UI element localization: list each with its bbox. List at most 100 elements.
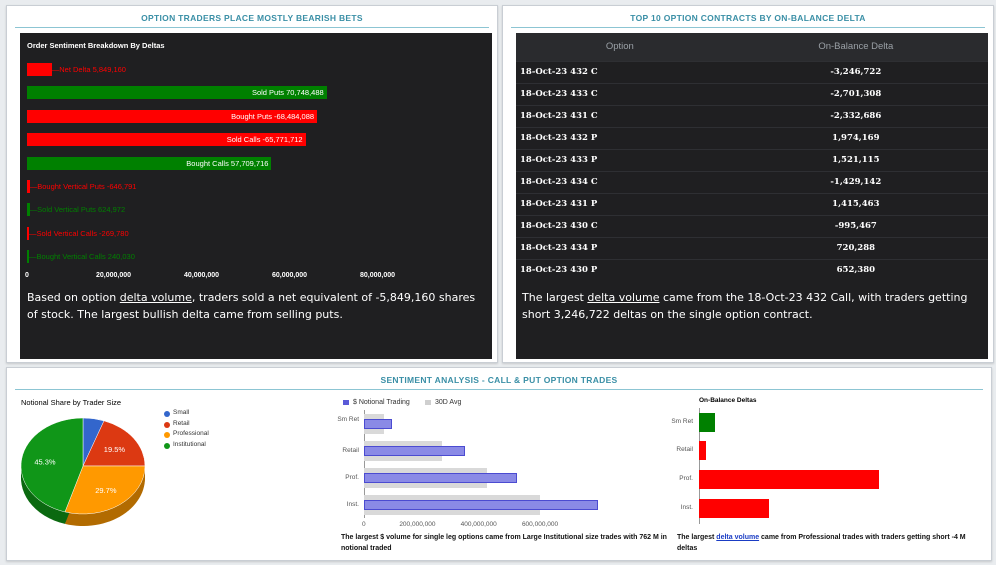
delta-bar-label: —Bought Vertical Calls 240,030	[29, 252, 135, 262]
pie-legend-swatch	[164, 421, 170, 428]
notional-y-axis	[364, 410, 365, 518]
pie-legend-swatch	[164, 432, 170, 438]
contracts-summary: The largest delta volume came from the 1…	[522, 289, 982, 323]
pie-slice[interactable]	[20, 417, 84, 513]
notional-summary: The largest $ volume for single leg opti…	[341, 534, 667, 552]
option-cell: 18-Oct-23 433 P	[516, 148, 724, 171]
notional-tick-label: 0	[362, 521, 366, 528]
obd-summary-post: came from Professional trades with trade…	[677, 534, 966, 552]
sentiment-analysis-panel: SENTIMENT ANALYSIS - CALL & PUT OPTION T…	[6, 367, 992, 561]
delta-bar	[27, 86, 327, 100]
avg-legend-swatch	[425, 400, 431, 405]
table-row[interactable]: 18-Oct-23 431 C -2,332,686	[516, 104, 988, 127]
delta-bar	[27, 226, 29, 240]
option-cell: 18-Oct-23 431 C	[516, 104, 724, 127]
contracts-table: Option On-Balance Delta 18-Oct-23 432 C-…	[516, 33, 988, 281]
table-row[interactable]: 18-Oct-23 431 P 1,415,463	[516, 192, 988, 215]
divider	[511, 27, 985, 28]
table-row[interactable]: 18-Oct-23 433 C -2,701,308	[516, 82, 988, 105]
delta-volume-link[interactable]: delta volume	[716, 534, 760, 541]
delta-bar	[27, 63, 52, 76]
delta-bar	[27, 109, 318, 123]
delta-cell: 1,974,169	[723, 126, 988, 149]
delta-cell: -2,701,308	[723, 82, 988, 105]
pie-slice[interactable]	[82, 420, 146, 467]
pie-legend-swatch	[164, 442, 170, 449]
trader-size-pie: 19.5% 29.7% 45.3%	[20, 417, 146, 526]
pie-slice-label: 45.3%	[34, 458, 56, 467]
delta-bar-label: Sold Calls -65,771,712	[226, 135, 303, 145]
option-cell: 18-Oct-23 432 P	[516, 126, 724, 149]
pie-slice-label: 29.7%	[95, 486, 117, 495]
divider	[15, 389, 983, 390]
obd-title: On-Balance Deltas	[699, 397, 757, 404]
notional-bar[interactable]	[364, 473, 518, 483]
delta-cell: -1,429,142	[723, 170, 988, 193]
divider	[15, 27, 489, 28]
obd-bar[interactable]	[699, 470, 879, 489]
delta-bar-label: —Bought Vertical Puts -646,791	[29, 182, 137, 191]
avg-legend-label: 30D Avg	[435, 399, 462, 406]
notional-legend-swatch	[343, 400, 349, 405]
pie-legend-swatch	[164, 411, 170, 417]
summary-pre: Based on option	[27, 291, 120, 304]
delta-bar	[27, 203, 30, 217]
delta-cell: 1,415,463	[723, 192, 988, 215]
obd-bar[interactable]	[699, 441, 706, 460]
summary-post: came from the 18-Oct-23 432 Call, with t…	[522, 291, 968, 321]
sentiment-summary: Based on option delta volume, traders so…	[27, 289, 487, 323]
notional-category-label: Retail	[342, 447, 359, 454]
obd-bar[interactable]	[699, 499, 769, 518]
table-row[interactable]: 18-Oct-23 433 P 1,521,115	[516, 148, 988, 171]
obd-summary: The largest delta volume came from Profe…	[677, 532, 987, 554]
col-option: Option	[516, 33, 724, 61]
notional-category-label: Prof.	[345, 474, 359, 481]
option-cell: 18-Oct-23 430 C	[516, 214, 724, 237]
x-tick-label: 60,000,000	[272, 272, 308, 279]
delta-bar-label: Bought Puts -68,484,088	[231, 111, 315, 121]
notional-bar[interactable]	[364, 446, 466, 456]
notional-bar[interactable]	[364, 500, 598, 510]
x-tick-label: 0	[25, 272, 29, 279]
delta-bar-label: Sold Puts 70,748,488	[251, 88, 324, 98]
notional-tick-label: 600,000,000	[521, 521, 559, 528]
option-cell: 18-Oct-23 434 C	[516, 170, 724, 193]
chart-title: Order Sentiment Breakdown By Deltas	[27, 41, 165, 50]
delta-cell: -3,246,722	[723, 60, 988, 83]
notional-bar[interactable]	[364, 419, 392, 429]
obd-category-label: Prof.	[679, 475, 693, 482]
delta-cell: 720,288	[723, 236, 988, 259]
table-row[interactable]: 18-Oct-23 432 P 1,974,169	[516, 126, 988, 149]
obd-bar[interactable]	[699, 413, 715, 432]
option-cell: 18-Oct-23 434 P	[516, 236, 724, 259]
col-delta: On-Balance Delta	[723, 33, 988, 61]
delta-volume-link[interactable]: delta volume	[587, 291, 660, 304]
pie-slice[interactable]	[64, 465, 146, 515]
delta-volume-link[interactable]: delta volume	[119, 291, 192, 304]
delta-bar-label: —Sold Vertical Calls -269,780	[29, 228, 129, 238]
table-row[interactable]: 18-Oct-23 432 C -3,246,722	[516, 60, 988, 83]
option-cell: 18-Oct-23 430 P	[516, 258, 724, 281]
notional-category-label: Sm Ret	[337, 416, 359, 423]
summary-post: , traders sold a net equivalent of -5,84…	[27, 291, 476, 321]
pie-legend-label: Retail	[173, 419, 190, 427]
pie-slice-label: 19.5%	[104, 445, 126, 454]
table-row[interactable]: 18-Oct-23 434 C -1,429,142	[516, 170, 988, 193]
option-cell: 18-Oct-23 431 P	[516, 192, 724, 215]
notional-category-label: Inst.	[346, 501, 359, 508]
top-contracts-title: TOP 10 OPTION CONTRACTS BY ON-BALANCE DE…	[630, 13, 866, 23]
option-cell: 18-Oct-23 432 C	[516, 60, 724, 83]
delta-bar	[27, 156, 272, 170]
pie-legend-label: Professional	[173, 430, 209, 437]
obd-y-axis	[699, 408, 700, 524]
summary-pre: The largest	[522, 291, 588, 304]
table-row[interactable]: 18-Oct-23 430 C -995,467	[516, 214, 988, 237]
sentiment-chart-card: Order Sentiment Breakdown By Deltas —Net…	[20, 33, 492, 359]
pie-legend-label: Institutional	[173, 440, 206, 448]
delta-cell: -995,467	[723, 214, 988, 237]
table-row[interactable]: 18-Oct-23 434 P 720,288	[516, 236, 988, 259]
x-tick-label: 20,000,000	[96, 272, 132, 279]
table-row[interactable]: 18-Oct-23 430 P 652,380	[516, 258, 988, 281]
delta-bar	[27, 180, 30, 193]
notional-tick-label: 200,000,000	[399, 521, 436, 528]
